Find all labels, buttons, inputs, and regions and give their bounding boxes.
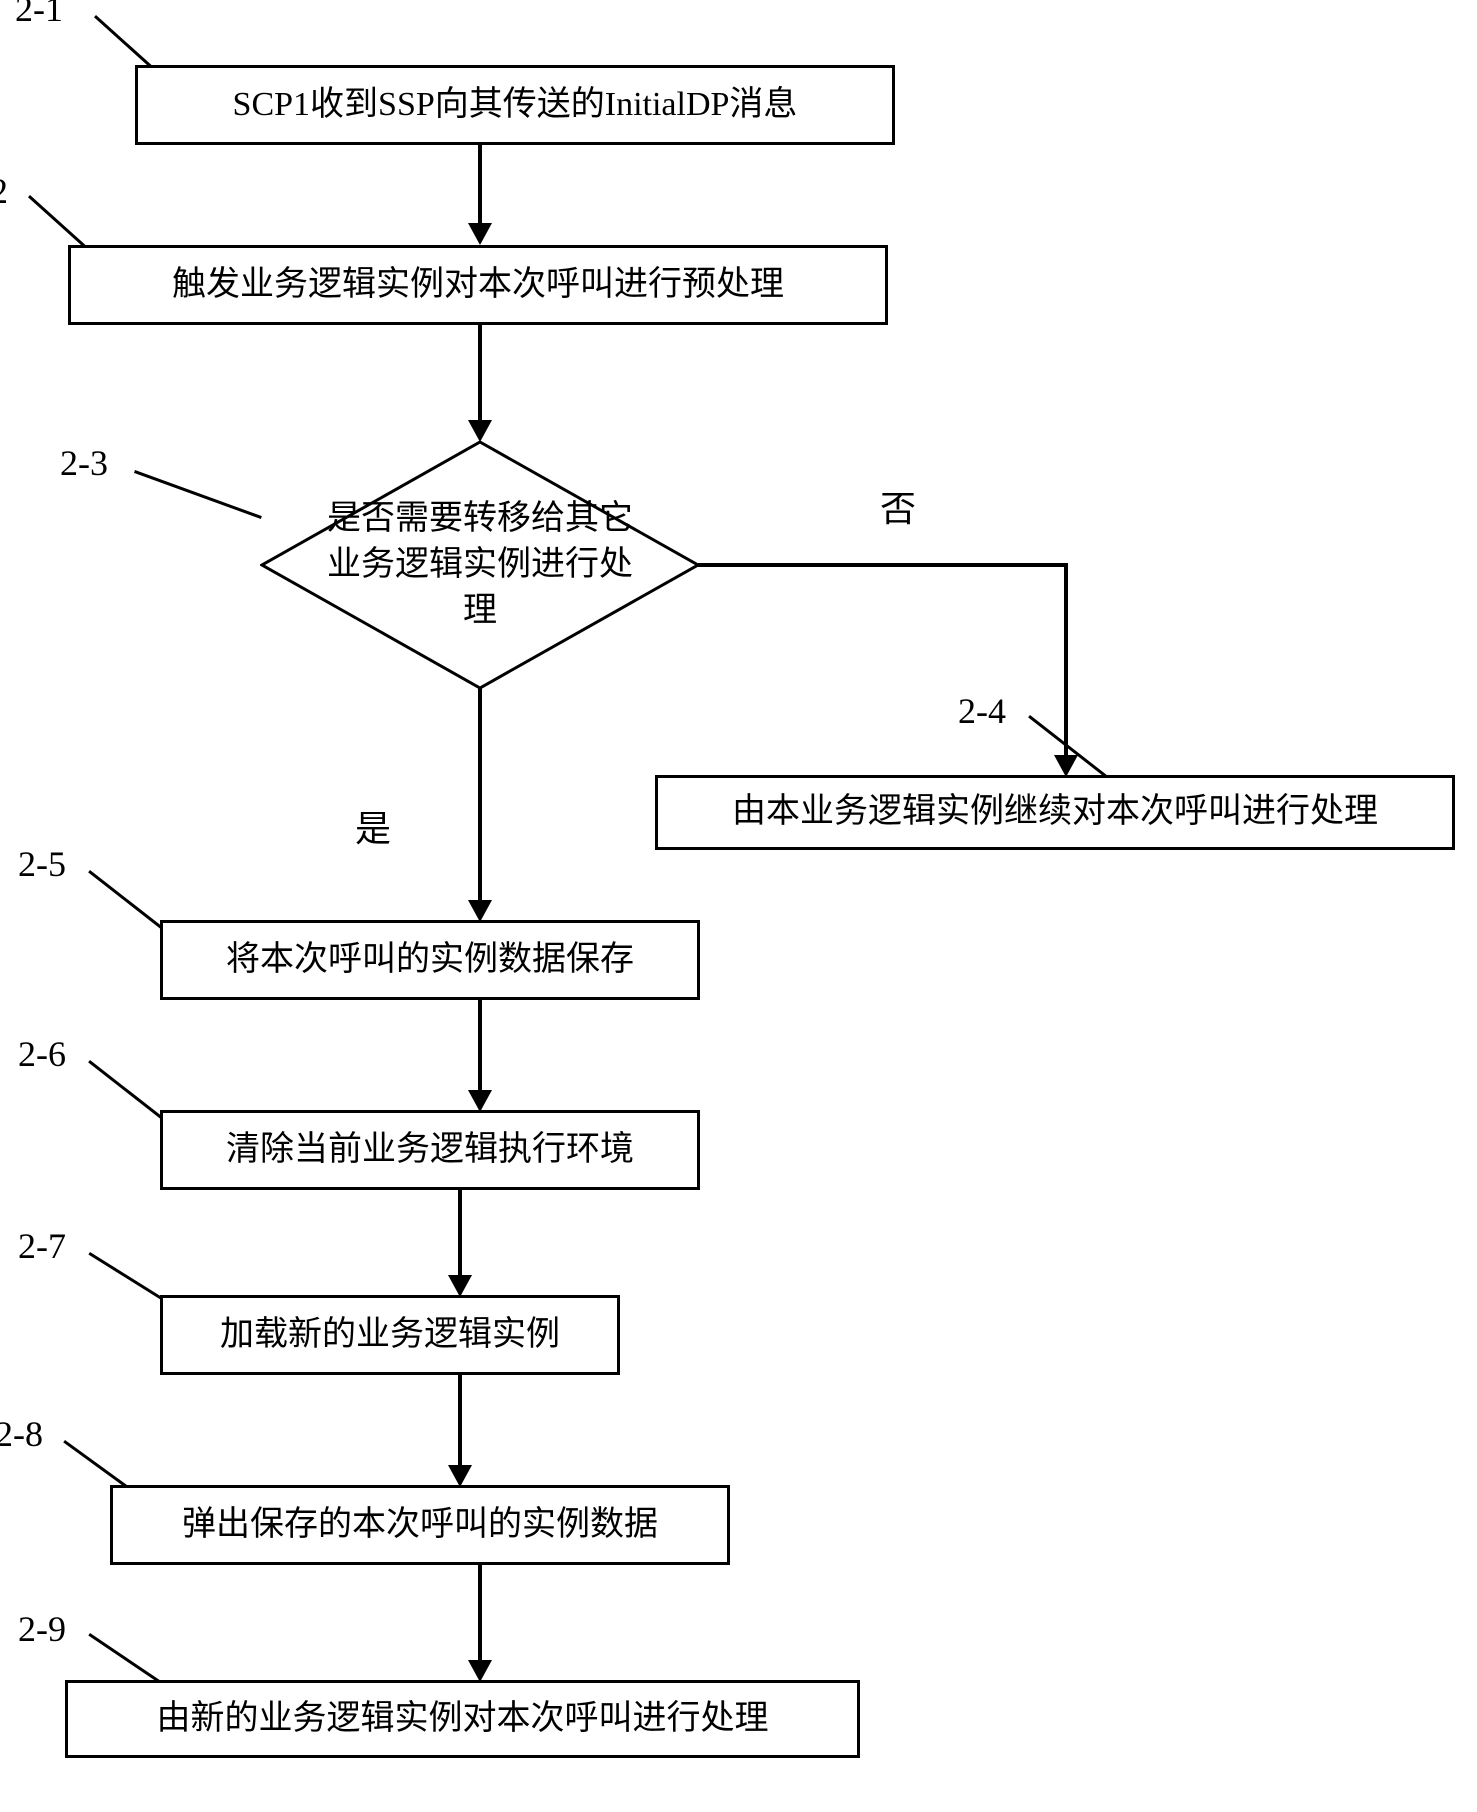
node-text: 将本次呼叫的实例数据保存	[226, 938, 634, 982]
node-2-6: 清除当前业务逻辑执行环境	[160, 1110, 700, 1190]
arrowhead-icon	[468, 420, 492, 442]
node-2-8: 弹出保存的本次呼叫的实例数据	[110, 1485, 730, 1565]
step-label-2-8: 2-8	[0, 1413, 43, 1455]
arrowhead-icon	[1054, 755, 1078, 777]
edge-5-6	[478, 1000, 482, 1092]
node-text: 由新的业务逻辑实例对本次呼叫进行处理	[157, 1697, 769, 1741]
step-label-2-5: 2-5	[18, 843, 66, 885]
node-2-4: 由本业务逻辑实例继续对本次呼叫进行处理	[655, 775, 1455, 850]
node-2-5: 将本次呼叫的实例数据保存	[160, 920, 700, 1000]
arrowhead-icon	[448, 1275, 472, 1297]
node-2-3: 是否需要转移给其它业务逻辑实例进行处理	[260, 440, 700, 690]
step-label-2-9: 2-9	[18, 1608, 66, 1650]
arrowhead-icon	[468, 223, 492, 245]
edge-6-7	[458, 1190, 462, 1278]
edge-1-2	[478, 145, 482, 225]
node-text: 弹出保存的本次呼叫的实例数据	[182, 1503, 658, 1547]
arrowhead-icon	[468, 1660, 492, 1682]
edge-label-yes: 是	[355, 800, 391, 852]
node-text: 清除当前业务逻辑执行环境	[226, 1128, 634, 1172]
step-label-2-4: 2-4	[958, 690, 1006, 732]
node-text: 由本业务逻辑实例继续对本次呼叫进行处理	[732, 790, 1378, 834]
edge-8-9	[478, 1565, 482, 1662]
arrowhead-icon	[468, 1090, 492, 1112]
step-label-2-2: 2-2	[0, 170, 8, 212]
arrowhead-icon	[468, 900, 492, 922]
node-text: 加载新的业务逻辑实例	[220, 1313, 560, 1357]
arrowhead-icon	[448, 1465, 472, 1487]
node-text: 触发业务逻辑实例对本次呼叫进行预处理	[172, 263, 784, 307]
node-2-7: 加载新的业务逻辑实例	[160, 1295, 620, 1375]
node-2-2: 触发业务逻辑实例对本次呼叫进行预处理	[68, 245, 888, 325]
edge-3-4-v	[1064, 563, 1068, 758]
node-text: SCP1收到SSP向其传送的InitialDP消息	[233, 83, 798, 127]
step-label-2-7: 2-7	[18, 1225, 66, 1267]
edge-3-5	[478, 688, 482, 903]
node-text: 是否需要转移给其它业务逻辑实例进行处理	[260, 440, 700, 690]
step-label-2-3: 2-3	[60, 442, 108, 484]
node-2-1: SCP1收到SSP向其传送的InitialDP消息	[135, 65, 895, 145]
step-label-2-1: 2-1	[15, 0, 63, 30]
leader-2-3	[134, 470, 262, 519]
edge-label-no: 否	[880, 480, 916, 532]
edge-3-4-h	[698, 563, 1068, 567]
edge-7-8	[458, 1375, 462, 1467]
node-2-9: 由新的业务逻辑实例对本次呼叫进行处理	[65, 1680, 860, 1758]
edge-2-3	[478, 325, 482, 423]
step-label-2-6: 2-6	[18, 1033, 66, 1075]
